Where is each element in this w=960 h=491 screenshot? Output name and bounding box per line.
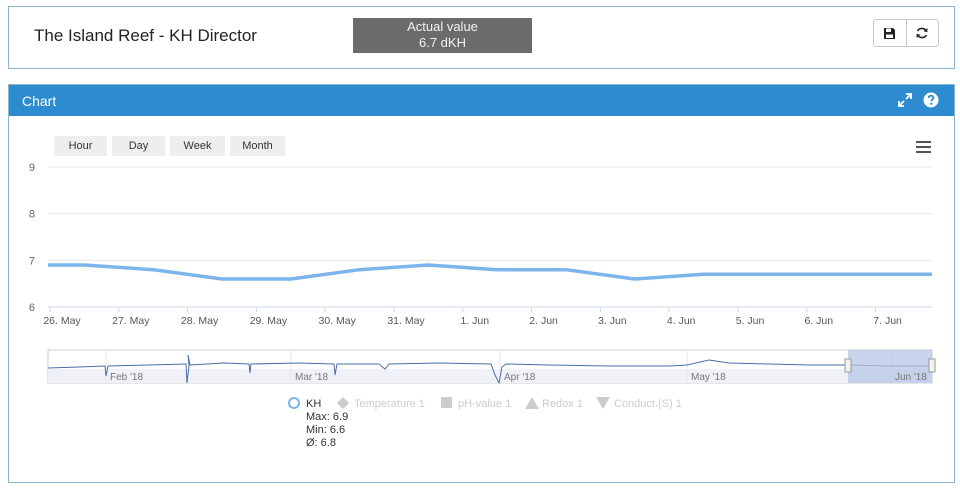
- x-tick-label: 31. May: [387, 315, 425, 327]
- actual-value: 6.7 dKH: [419, 35, 466, 50]
- y-tick-label: 8: [29, 209, 35, 221]
- x-tick-label: 30. May: [319, 315, 357, 327]
- x-tick-label: 3. Jun: [598, 315, 627, 327]
- x-tick-label: 29. May: [250, 315, 288, 327]
- navigator[interactable]: Feb '18 Mar '18 Apr '18 May '18 Jun '18: [47, 349, 936, 385]
- legend-label-conduct: Conduct.(S) 1: [614, 398, 682, 410]
- range-button-month[interactable]: Month: [230, 136, 285, 156]
- legend-diamond-icon: [337, 397, 349, 409]
- legend: KH Temperature 1 pH-value 1 Redox 1 Cond…: [288, 397, 682, 449]
- navigator-handle-left[interactable]: [844, 358, 852, 373]
- legend-triangle-down-icon: [596, 397, 610, 409]
- x-tick-label: 5. Jun: [736, 315, 765, 327]
- x-tick-label: 26. May: [43, 315, 81, 327]
- legend-label-ph: pH-value 1: [458, 398, 511, 410]
- legend-triangle-icon: [525, 397, 539, 409]
- legend-square-icon: [441, 397, 452, 408]
- hamburger-menu-icon[interactable]: [916, 141, 931, 153]
- legend-item-redox[interactable]: Redox 1: [525, 397, 583, 410]
- x-tick-label: 6. Jun: [804, 315, 833, 327]
- y-tick-label: 9: [29, 162, 35, 174]
- chart-panel: Chart Hour Day Week Month 6 7 8 9 26. May 27…: [8, 84, 955, 483]
- expand-arrows-icon[interactable]: [896, 91, 914, 109]
- series-line-kh[interactable]: [48, 263, 932, 281]
- y-tick-label: 7: [29, 255, 35, 267]
- page-title: The Island Reef - KH Director: [34, 26, 257, 45]
- x-tick-label: 4. Jun: [667, 315, 696, 327]
- navigator-selection[interactable]: [848, 350, 932, 383]
- navigator-series-line: [47, 354, 932, 385]
- legend-label-redox: Redox 1: [542, 398, 583, 410]
- navigator-label: May '18: [691, 372, 726, 383]
- x-tick-label: 1. Jun: [460, 315, 489, 327]
- legend-circle-icon: [288, 397, 300, 409]
- navigator-label: Mar '18: [295, 372, 328, 383]
- range-button-hour[interactable]: Hour: [54, 136, 107, 156]
- range-button-day[interactable]: Day: [112, 136, 165, 156]
- header-button-group: [873, 19, 939, 47]
- x-tick-label: 2. Jun: [529, 315, 558, 327]
- y-tick-label: 6: [29, 302, 35, 314]
- refresh-button[interactable]: [905, 20, 939, 46]
- x-tick-label: 27. May: [112, 315, 150, 327]
- legend-item-temperature[interactable]: Temperature 1: [337, 397, 425, 410]
- navigator-label: Apr '18: [504, 372, 536, 383]
- x-tick-label: 28. May: [181, 315, 219, 327]
- legend-label-kh: KH: [306, 398, 321, 410]
- header-panel: The Island Reef - KH Director Actual val…: [8, 6, 955, 69]
- chart-panel-header: Chart: [9, 85, 954, 116]
- legend-stat-avg: Ø: 6.8: [306, 437, 336, 449]
- floppy-disk-icon: [884, 27, 896, 39]
- legend-stat-max: Max: 6.9: [306, 411, 348, 423]
- navigator-handle-right[interactable]: [928, 358, 936, 373]
- legend-label-temperature: Temperature 1: [354, 398, 425, 410]
- save-button[interactable]: [874, 20, 906, 46]
- x-tick-label: 7. Jun: [873, 315, 902, 327]
- range-button-week[interactable]: Week: [170, 136, 225, 156]
- actual-value-label: Actual value: [407, 19, 478, 34]
- navigator-label: Jun '18: [895, 372, 927, 383]
- navigator-label: Feb '18: [110, 372, 143, 383]
- chart-panel-title: Chart: [22, 93, 57, 109]
- question-circle-icon[interactable]: [922, 91, 940, 109]
- kh-line-chart: 6 7 8 9 26. May 27. May 28. May 29. May 30. May…: [29, 162, 936, 449]
- legend-item-ph[interactable]: pH-value 1: [441, 397, 511, 410]
- actual-value-box: Actual value 6.7 dKH: [353, 18, 532, 53]
- legend-item-kh[interactable]: KH: [288, 397, 321, 410]
- legend-item-conduct[interactable]: Conduct.(S) 1: [596, 397, 682, 410]
- refresh-icon: [916, 27, 928, 39]
- legend-stat-min: Min: 6.6: [306, 424, 345, 436]
- navigator-area-fill: [48, 369, 932, 383]
